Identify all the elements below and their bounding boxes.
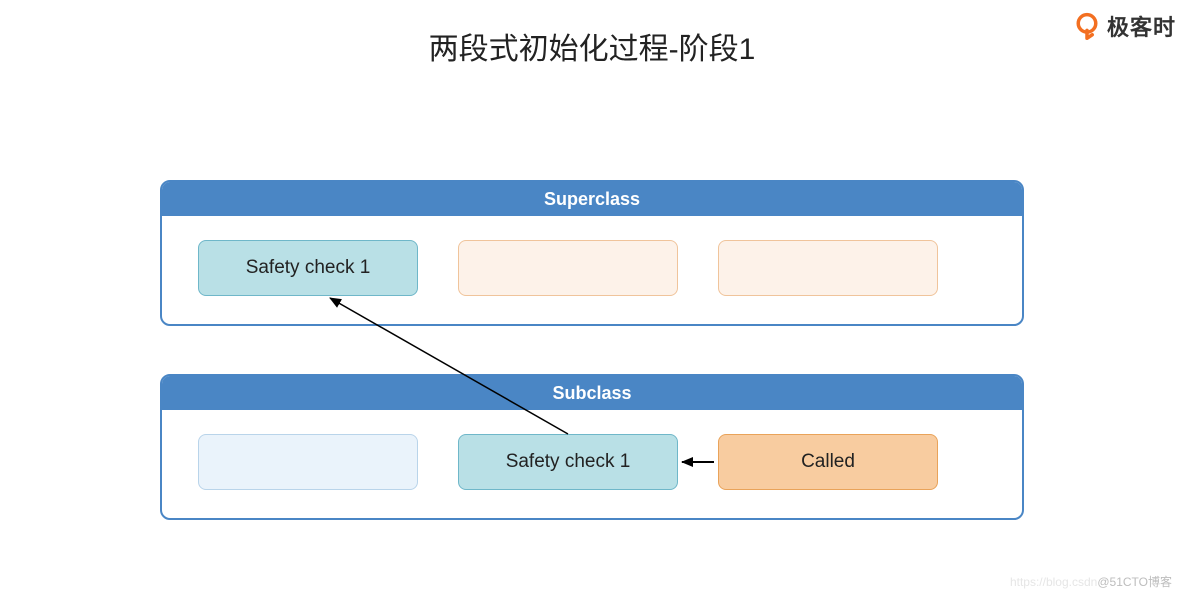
superclass-slot-1: [458, 240, 678, 296]
watermark-faint: https://blog.csdn: [1010, 575, 1097, 589]
subclass-body: Safety check 1 Called: [162, 410, 1022, 518]
subclass-slot-1: Safety check 1: [458, 434, 678, 490]
superclass-slot-0-label: Safety check 1: [246, 257, 371, 279]
page-title: 两段式初始化过程-阶段1: [0, 24, 1184, 68]
watermark-text: @51CTO博客: [1097, 575, 1172, 589]
diagram-area: Superclass Safety check 1 Subclass Safet…: [160, 180, 1024, 520]
subclass-slot-2: Called: [718, 434, 938, 490]
subclass-slot-2-label: Called: [801, 451, 855, 473]
superclass-box: Superclass Safety check 1: [160, 180, 1024, 326]
subclass-slot-0: [198, 434, 418, 490]
subclass-slot-1-label: Safety check 1: [506, 451, 631, 473]
subclass-box: Subclass Safety check 1 Called: [160, 374, 1024, 520]
subclass-header: Subclass: [162, 376, 1022, 410]
box-gap: [160, 326, 1024, 374]
watermark: https://blog.csdn@51CTO博客: [1010, 573, 1172, 590]
superclass-body: Safety check 1: [162, 216, 1022, 324]
superclass-slot-0: Safety check 1: [198, 240, 418, 296]
superclass-header: Superclass: [162, 182, 1022, 216]
superclass-slot-2: [718, 240, 938, 296]
